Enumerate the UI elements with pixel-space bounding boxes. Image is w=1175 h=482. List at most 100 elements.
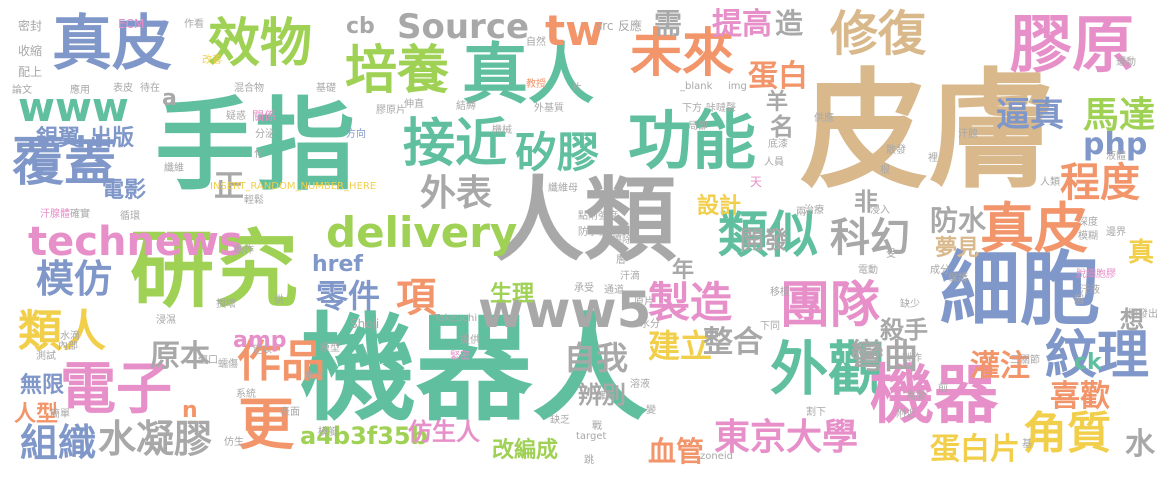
word-160: 提供 — [460, 335, 480, 346]
word-79: ck — [1074, 350, 1102, 375]
word-201: 人類 — [1040, 177, 1060, 188]
word-70: 出版 — [90, 126, 135, 151]
word-98: 疑惑 — [226, 111, 246, 122]
word-31: 科幻 — [830, 215, 910, 261]
word-38: 角質 — [1023, 408, 1111, 459]
word-183: 損壞 — [216, 299, 236, 310]
word-55: 血管 — [648, 435, 705, 468]
word-139: 纖維母 — [548, 183, 578, 194]
word-173: target — [576, 431, 607, 442]
word-114: _blank — [680, 81, 713, 92]
word-90: 收縮 — [18, 44, 43, 58]
word-72: 正 — [214, 169, 244, 204]
word-86: 羊 — [766, 90, 789, 115]
word-133: INSERT_RANDOM_NUMBER_HERE — [210, 181, 377, 192]
word-68: 設計 — [697, 194, 742, 219]
word-77: 非 — [854, 188, 878, 216]
word-190: 層 — [616, 255, 626, 266]
word-84: 年 — [672, 258, 695, 283]
word-136: 防水性 — [578, 227, 608, 238]
word-43: 外表 — [420, 173, 493, 214]
word-188: 受 — [886, 249, 896, 260]
word-141: 浸入 — [870, 205, 890, 216]
word-143: 模糊 — [1078, 231, 1098, 242]
word-127: 根 — [880, 165, 890, 176]
word-175: 跳 — [584, 455, 594, 466]
word-20: 類似 — [718, 206, 818, 264]
word-23: www — [18, 85, 129, 131]
word-85: cb — [346, 14, 375, 39]
word-186: 汗滴 — [620, 271, 640, 282]
word-51: 整合 — [703, 325, 763, 360]
word-106: 外基質 — [534, 103, 564, 114]
word-138: 擦除 — [612, 235, 632, 246]
word-189: 兩 — [796, 207, 806, 218]
word-159: 水分 — [640, 319, 660, 330]
word-94: 應用 — [70, 85, 90, 96]
word-187: 天 — [750, 175, 763, 189]
word-110: 咔噠聲 — [706, 103, 736, 114]
word-105: 結縛 — [456, 101, 476, 112]
word-0: 皮膚 — [800, 57, 1057, 206]
word-6: 功能 — [628, 105, 756, 179]
word-164: 製作 — [902, 353, 922, 364]
word-7: 真人 — [462, 36, 594, 113]
word-100: 關係 — [252, 109, 277, 123]
word-21: technews — [28, 219, 243, 265]
word-80: amp — [233, 328, 287, 353]
word-184: 足以 — [252, 345, 272, 356]
word-16: 電子 — [60, 357, 172, 422]
word-177: 割下 — [806, 407, 826, 418]
word-113: 運動 — [1116, 57, 1136, 68]
word-193: 圖 — [1074, 295, 1084, 306]
word-125: 散發 — [886, 145, 906, 156]
word-25: Source — [397, 7, 530, 47]
word-161: 模型 — [320, 343, 340, 354]
word-92: ECM — [118, 17, 145, 31]
word-118: 作看 — [184, 19, 204, 30]
word-61: 真 — [1128, 238, 1155, 268]
word-26: delivery — [326, 208, 518, 257]
word-171: 擁有 — [596, 391, 616, 402]
word-88: n — [182, 398, 198, 423]
word-75: 想 — [1120, 306, 1144, 334]
word-60: 防水 — [930, 204, 987, 237]
word-107: 機械 — [492, 125, 512, 136]
word-18: 機器 — [870, 359, 998, 433]
word-122: 供應 — [814, 113, 834, 124]
word-150: 開發出 — [1128, 309, 1158, 320]
word-36: 水凝膠 — [98, 417, 213, 461]
word-63: a4b3f35b — [300, 422, 428, 450]
word-13: 修復 — [830, 6, 927, 62]
word-28: 紋理 — [1045, 326, 1150, 386]
word-24: 覆蓋 — [12, 133, 117, 193]
word-129: 輕鬆 — [244, 195, 264, 206]
word-158: 下同 — [760, 321, 780, 332]
word-126: 裡 — [928, 153, 938, 164]
word-32: 模仿 — [36, 257, 113, 301]
word-142: 深度 — [1078, 217, 1098, 228]
word-147: 電動 — [858, 265, 878, 276]
word-157: 移植 — [770, 287, 790, 298]
word-47: php — [1083, 127, 1148, 162]
word-117: 自然 — [526, 37, 546, 48]
word-67: 開發 — [740, 226, 788, 254]
word-58: 需 — [654, 7, 683, 40]
word-198: 戰 — [592, 421, 602, 432]
word-112: 反應 — [618, 19, 643, 33]
word-9: 真皮 — [52, 9, 172, 79]
word-130: 汗腺體 — [40, 209, 70, 220]
word-140: 治療 — [804, 205, 824, 216]
word-109: 下方 — [682, 103, 702, 114]
word-200: 附近 — [896, 409, 916, 420]
word-116: 教授 — [526, 79, 546, 90]
word-131: 確實 — [70, 209, 90, 220]
word-3: 人類 — [492, 167, 677, 274]
word-42: 蛋白 — [748, 59, 808, 94]
word-194: 片 — [572, 83, 582, 94]
word-135: 點附強度 — [578, 211, 618, 222]
word-8: 未來 — [630, 24, 735, 84]
word-128: 纖維 — [164, 163, 184, 174]
word-148: 脫細胞膠 — [1076, 269, 1116, 280]
